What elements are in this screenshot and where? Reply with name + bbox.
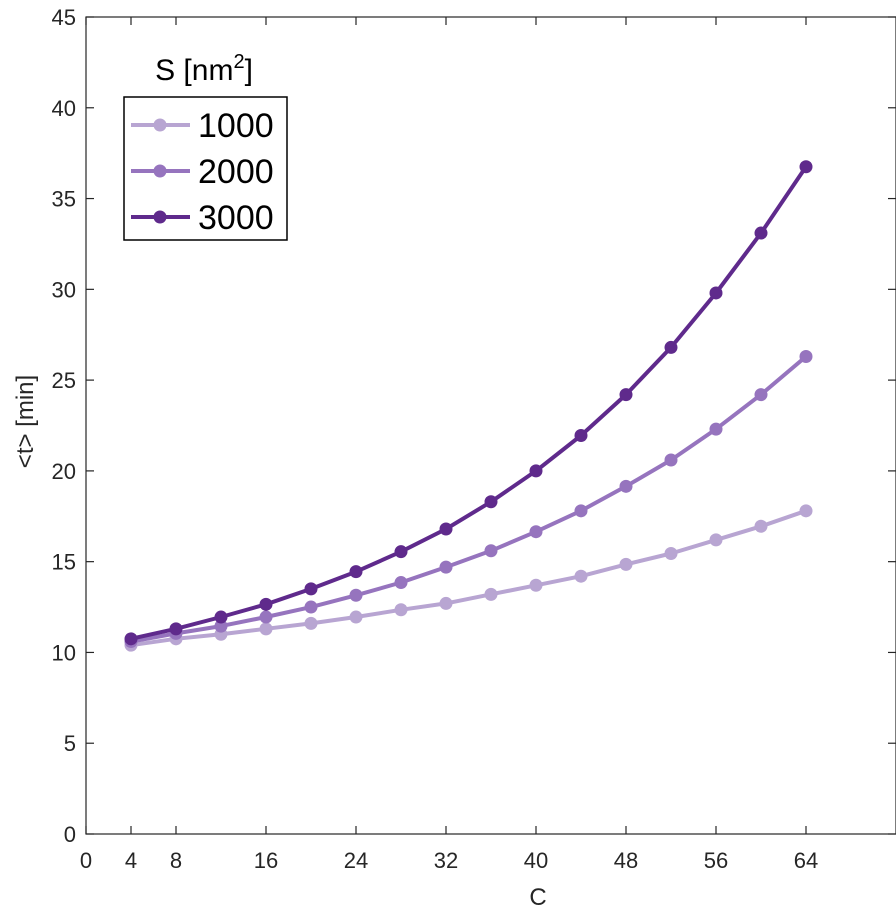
data-point: [349, 610, 363, 624]
x-tick-label: 8: [170, 848, 182, 873]
data-point: [529, 464, 543, 478]
x-tick-label: 32: [434, 848, 458, 873]
x-tick-label: 24: [344, 848, 368, 873]
data-point: [259, 610, 273, 624]
data-point: [484, 587, 498, 601]
data-point: [664, 453, 678, 467]
data-point: [709, 422, 723, 436]
x-tick-label: 40: [524, 848, 548, 873]
y-tick-label: 0: [64, 822, 76, 847]
data-point: [619, 388, 633, 402]
x-tick-label: 48: [614, 848, 638, 873]
data-point: [349, 588, 363, 602]
y-tick-label: 5: [64, 731, 76, 756]
data-point: [439, 560, 453, 574]
data-point: [529, 578, 543, 592]
legend-item-3000: 3000: [131, 199, 274, 237]
data-point: [799, 160, 813, 174]
series-3000: [124, 160, 813, 646]
y-tick-label: 15: [52, 550, 76, 575]
data-point: [304, 582, 318, 596]
data-point: [619, 479, 633, 493]
series-line-2000: [130, 354, 808, 644]
data-point: [349, 565, 363, 579]
legend-label: 3000: [198, 199, 274, 237]
data-point: [484, 544, 498, 558]
data-point: [754, 388, 768, 402]
series-group: [124, 160, 813, 652]
data-point: [484, 495, 498, 509]
data-point: [799, 504, 813, 518]
data-point: [664, 546, 678, 560]
x-tick-label: 56: [704, 848, 728, 873]
legend-swatch-marker: [153, 164, 167, 178]
series-line-1000: [130, 508, 807, 648]
y-tick-label: 30: [52, 277, 76, 302]
y-tick-label: 45: [52, 5, 76, 30]
legend-swatch-marker: [153, 118, 167, 132]
y-tick-label: 10: [52, 640, 76, 665]
data-point: [439, 522, 453, 536]
data-point: [574, 428, 588, 442]
x-tick-label: 16: [254, 848, 278, 873]
data-point: [529, 525, 543, 539]
x-tick-label: 0: [80, 848, 92, 873]
legend-item-1000: 1000: [131, 107, 274, 145]
series-line-3000: [130, 165, 808, 641]
data-point: [394, 545, 408, 559]
data-point: [394, 576, 408, 590]
data-point: [394, 603, 408, 617]
x-axis-label: C: [529, 884, 546, 910]
y-axis-label: <t> [min]: [12, 375, 39, 468]
data-point: [169, 622, 183, 636]
data-point: [664, 340, 678, 354]
legend-title: S [nm2]: [155, 51, 253, 87]
legend-label: 1000: [198, 107, 274, 145]
y-tick-label: 25: [52, 368, 76, 393]
legend-swatch-marker: [153, 210, 167, 224]
data-point: [124, 632, 138, 646]
data-point: [259, 622, 273, 636]
legend: S [nm2] 1000 2000 3000: [123, 51, 288, 241]
data-point: [214, 610, 228, 624]
data-point: [709, 286, 723, 300]
y-tick-label: 40: [52, 96, 76, 121]
data-point: [574, 504, 588, 518]
data-point: [574, 569, 588, 583]
data-point: [304, 600, 318, 614]
data-point: [754, 519, 768, 533]
data-point: [214, 619, 228, 633]
data-point: [709, 533, 723, 547]
legend-item-2000: 2000: [131, 153, 274, 191]
data-point: [259, 597, 273, 611]
x-tick-label: 64: [794, 848, 818, 873]
data-point: [799, 350, 813, 364]
data-point: [754, 226, 768, 240]
legend-label: 2000: [198, 153, 274, 191]
y-tick-label: 20: [52, 459, 76, 484]
data-point: [304, 616, 318, 630]
data-point: [619, 557, 633, 571]
x-tick-label: 4: [125, 848, 137, 873]
y-tick-label: 35: [52, 187, 76, 212]
data-point: [439, 596, 453, 610]
